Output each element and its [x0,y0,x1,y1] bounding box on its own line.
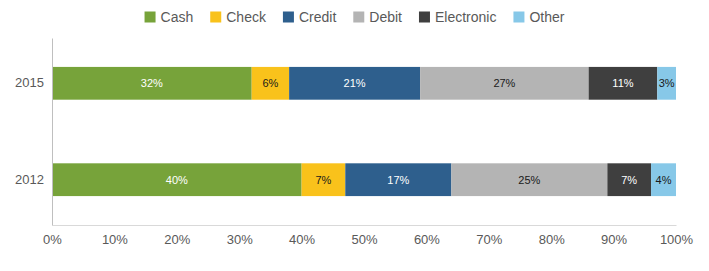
data-label: 11% [612,77,633,89]
legend-label: Credit [299,9,336,25]
x-tick-label: 0% [43,232,62,247]
x-tick-label: 60% [414,232,440,247]
legend-label: Check [226,9,267,25]
legend-label: Debit [369,9,402,25]
x-tick: 60% [414,225,440,247]
y-tick: 2012 [15,172,52,187]
x-tick: 40% [289,225,315,247]
x-axis: 0% 10% 20% 30% 40% 50% 60% 70% 80% 90% 100% [43,225,693,247]
data-label: 32% [141,77,163,89]
x-tick: 90% [601,225,627,247]
legend-label: Other [529,9,564,25]
x-tick-label: 20% [164,232,190,247]
x-tick-label: 100% [660,232,694,247]
bar-segment [52,163,302,196]
x-tick-label: 40% [289,232,315,247]
x-tick-label: 80% [539,232,565,247]
x-tick: 10% [102,225,128,247]
x-tick-label: 10% [102,232,128,247]
x-tick-label: 50% [351,232,377,247]
data-label: 3% [659,77,675,89]
legend-item: Other [513,9,564,25]
legend-swatch [513,12,524,23]
x-tick-label: 30% [227,232,253,247]
x-tick: 80% [539,225,565,247]
bar-segment [657,67,676,100]
x-tick: 100% [660,225,694,247]
legend-swatch [145,12,156,23]
data-labels: 32% 40% 6% 7% 21% 17% 27% 25% 11% 7% 3% 4% [141,77,675,185]
legend-swatch [210,12,221,23]
x-axis-line [53,225,677,226]
x-tick: 0% [43,225,62,247]
data-label: 27% [493,77,515,89]
x-tick-label: 70% [476,232,502,247]
data-label: 17% [387,174,409,186]
x-tick: 30% [227,225,253,247]
x-tick: 50% [351,225,377,247]
bar-segment [420,67,588,100]
bar-segment [607,163,651,196]
legend-item: Cash [145,9,194,25]
legend-swatch [353,12,364,23]
data-label: 21% [344,77,366,89]
y-tick-label: 2015 [15,75,44,90]
data-label: 7% [621,174,637,186]
legend-item: Electronic [419,9,496,25]
data-label: 4% [656,174,672,186]
data-label: 40% [166,174,188,186]
bar-segment [451,163,607,196]
y-axis: 2015 2012 [15,39,52,226]
legend-item: Credit [283,9,336,25]
bar-segment [345,163,451,196]
legend-label: Cash [161,9,194,25]
bar-segment [52,67,252,100]
x-tick: 70% [476,225,502,247]
bar-segment [289,67,420,100]
legend-swatch [283,12,294,23]
legend-swatch [419,12,430,23]
plot-area: 0% 10% 20% 30% 40% 50% 60% 70% 80% 90% 100% 32% 40% 6… [15,39,693,248]
chart: 0% 10% 20% 30% 40% 50% 60% 70% 80% 90% 100% 32% 40% 6… [0,0,709,271]
bar-segment [252,67,289,100]
x-tick-label: 90% [601,232,627,247]
x-tick: 20% [164,225,190,247]
data-label: 25% [518,174,540,186]
legend-label: Electronic [435,9,496,25]
y-tick-label: 2012 [15,172,44,187]
bar-segment [651,163,676,196]
legend: Cash Check Credit Debit Electronic Other [145,9,565,25]
data-label: 7% [315,174,331,186]
bars [52,67,676,196]
legend-item: Debit [353,9,402,25]
y-tick: 2015 [15,75,52,90]
y-axis-line [52,39,53,226]
bar-segment [589,67,658,100]
data-label: 6% [262,77,278,89]
legend-item: Check [210,9,267,25]
bar-segment [302,163,346,196]
